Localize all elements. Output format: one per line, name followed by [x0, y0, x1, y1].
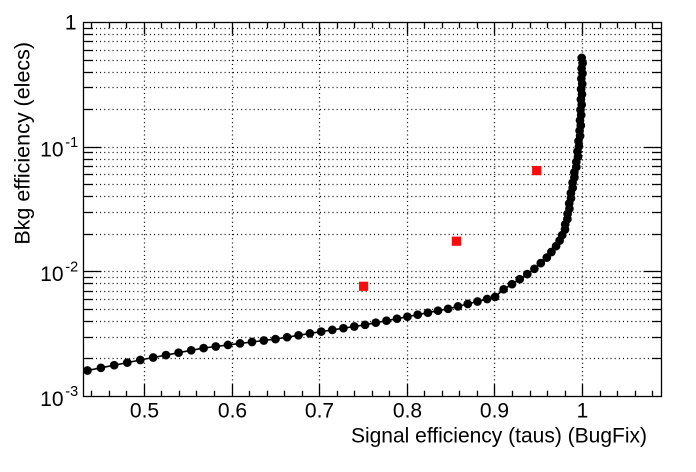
svg-text:Bkg efficiency (elecs): Bkg efficiency (elecs) — [11, 42, 35, 245]
svg-text:0.6: 0.6 — [218, 400, 247, 423]
svg-text:10: 10 — [40, 388, 63, 411]
svg-text:1: 1 — [65, 12, 77, 35]
svg-text:-3: -3 — [65, 384, 78, 400]
svg-text:10: 10 — [40, 139, 63, 162]
svg-text:0.9: 0.9 — [480, 400, 509, 423]
svg-text:1: 1 — [577, 400, 589, 423]
svg-text:10: 10 — [40, 263, 63, 286]
svg-text:0.8: 0.8 — [393, 400, 422, 423]
svg-text:-2: -2 — [65, 259, 78, 275]
svg-text:-1: -1 — [65, 135, 78, 151]
svg-text:0.5: 0.5 — [130, 400, 159, 423]
svg-text:0.7: 0.7 — [305, 400, 334, 423]
svg-text:Signal efficiency (taus) (BugF: Signal efficiency (taus) (BugFix) — [351, 425, 647, 448]
